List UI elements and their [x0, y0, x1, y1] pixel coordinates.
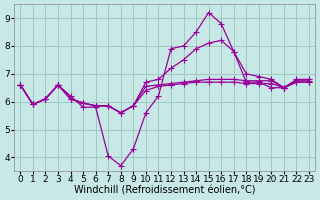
X-axis label: Windchill (Refroidissement éolien,°C): Windchill (Refroidissement éolien,°C) [74, 186, 255, 196]
